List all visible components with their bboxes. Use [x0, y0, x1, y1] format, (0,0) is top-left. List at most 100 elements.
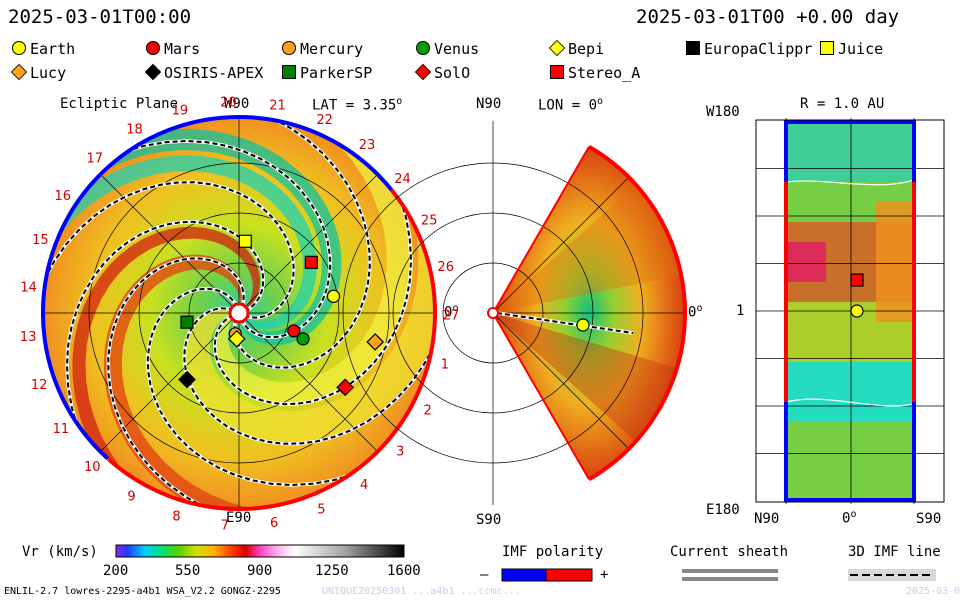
header-left-time: 2025-03-01T00:00: [8, 6, 192, 28]
earth-marker: [850, 304, 864, 318]
ecliptic-tick-label: 2: [424, 404, 432, 419]
meridional-top-label: N90: [476, 96, 502, 112]
bepi-marker: [227, 329, 246, 348]
map-bottom-lat-n: N90: [754, 511, 780, 527]
ecliptic-tick-label: 17: [87, 152, 104, 167]
legend-item-earth: Earth: [12, 40, 75, 58]
legend-item-juice: Juice: [820, 40, 883, 58]
legend-item-europaclippr: EuropaClippr: [686, 40, 812, 58]
current-sheath-swatch: [682, 569, 778, 573]
ecliptic-tick-label: 27: [443, 309, 460, 324]
ecliptic-tick-label: 23: [359, 138, 376, 153]
ecliptic-polarity-negative: [41, 115, 393, 461]
meridional-imf-line: [496, 312, 634, 334]
legend-label: SolO: [434, 64, 471, 82]
colorbar-title: Vr (km/s): [22, 544, 98, 560]
ecliptic-tick-label: 1: [441, 358, 449, 373]
ecliptic-tick-label: 15: [32, 233, 49, 248]
footer-date: 2025-03-02: [906, 586, 960, 597]
ecliptic-tick-label: 25: [421, 213, 438, 228]
ecliptic-tick-label: 11: [53, 422, 70, 437]
meridional-lon-label: LON = 0o: [538, 96, 604, 114]
ecliptic-stream-region: [193, 117, 414, 407]
ecliptic-lat-label: LAT = 3.35o: [312, 96, 403, 114]
ecliptic-tick-label: 10: [84, 460, 101, 475]
map-region: [786, 422, 914, 500]
ecliptic-tick-label: 5: [317, 502, 325, 517]
legend-label: Mars: [164, 40, 201, 58]
ecliptic-title: Ecliptic Plane: [60, 96, 179, 112]
map-bottom-lat-s: S90: [916, 511, 942, 527]
map-frame: [755, 119, 945, 503]
legend-item-lucy: Lucy: [10, 63, 67, 82]
map-contour: [785, 179, 915, 186]
ecliptic-imf-line: [183, 153, 435, 445]
colorbar-tick-label: 200: [103, 563, 129, 579]
ecliptic-imf-line: [146, 287, 435, 487]
ecliptic-polarity-positive: [107, 188, 437, 511]
legend-label: Bepi: [568, 40, 605, 58]
ecliptic-imf-line: [107, 257, 399, 509]
imf-line-title: 3D IMF line: [848, 544, 941, 560]
ecliptic-imf-line: [79, 117, 371, 369]
ecliptic-tick-label: 12: [31, 378, 48, 393]
imf-negative-swatch: [501, 568, 547, 582]
sun-marker: [228, 302, 250, 324]
legend-label: Venus: [434, 40, 480, 58]
circle-marker-icon: [416, 41, 430, 55]
square-marker-icon: [550, 65, 564, 79]
map-region: [786, 242, 826, 282]
ecliptic-plane-panel: 20 21222324252627123456789101112131415161…: [20, 95, 460, 533]
ecliptic-top-label: W90: [224, 96, 250, 112]
legend-label: Lucy: [30, 64, 67, 82]
current-sheath-title: Current sheath: [670, 544, 789, 560]
legend-item-mars: Mars: [146, 40, 200, 58]
stereo-a-marker: [304, 255, 318, 269]
latlon-map-panel: [755, 118, 945, 504]
header-right-time: 2025-03-01T00 +0.00 day: [636, 6, 900, 28]
ecliptic-imf-line: [65, 220, 265, 509]
footer-model: ENLIL-2.7 lowres-2295-a4b1 WSA_V2.2 GONG…: [4, 586, 281, 597]
ecliptic-tick-label: 3: [396, 445, 404, 460]
ecliptic-right-label: 0o: [444, 303, 459, 321]
ecliptic-tick-label: 22: [316, 113, 333, 128]
sun-marker: [487, 307, 499, 319]
mars-marker: [287, 324, 301, 338]
meridional-right-label: 0o: [688, 303, 703, 321]
venus-marker: [296, 332, 310, 346]
circle-marker-icon: [12, 41, 26, 55]
map-region: [876, 202, 914, 322]
stereo-a-marker: [850, 273, 864, 287]
meridional-axis: [492, 176, 630, 314]
ecliptic-tick-label: 9: [127, 490, 135, 505]
circle-marker-icon: [146, 41, 160, 55]
map-top-left: W180: [706, 104, 740, 120]
lucy-marker: [366, 333, 385, 351]
ecliptic-tick-label: 20: [220, 95, 237, 110]
ecliptic-tick-label: 6: [270, 516, 278, 531]
imf-minus-label: –: [480, 567, 489, 583]
colorbar-tick-label: 900: [247, 563, 273, 579]
square-marker-icon: [686, 41, 700, 55]
meridional-polarity-arc: [587, 144, 687, 482]
legend-label: Stereo_A: [568, 64, 641, 82]
square-marker-icon: [820, 41, 834, 55]
ecliptic-tick-label: 4: [360, 478, 368, 493]
map-mid-left: 1: [736, 303, 745, 319]
legend-item-mercury: Mercury: [282, 40, 363, 58]
map-bottom-lat-0: 0o: [842, 509, 857, 527]
ecliptic-tick-label: 18: [126, 123, 143, 138]
colorbar-tick-label: 1600: [387, 563, 421, 579]
map-bottom-left: E180: [706, 502, 740, 518]
ecliptic-imf-line: [213, 117, 413, 406]
legend-item-stereo-a: Stereo_A: [550, 64, 640, 82]
meridional-bottom-label: S90: [476, 512, 502, 528]
ecliptic-tick-label: 13: [20, 330, 37, 345]
map-title: R = 1.0 AU: [800, 96, 885, 112]
ecliptic-bottom-label: E90: [226, 510, 252, 526]
meridional-axis: [492, 312, 630, 450]
legend-item-parkersp: ParkerSP: [282, 64, 372, 82]
legend-item-venus: Venus: [416, 40, 479, 58]
colorbar-tick-label: 1250: [315, 563, 349, 579]
legend-label: OSIRIS-APEX: [164, 64, 264, 82]
